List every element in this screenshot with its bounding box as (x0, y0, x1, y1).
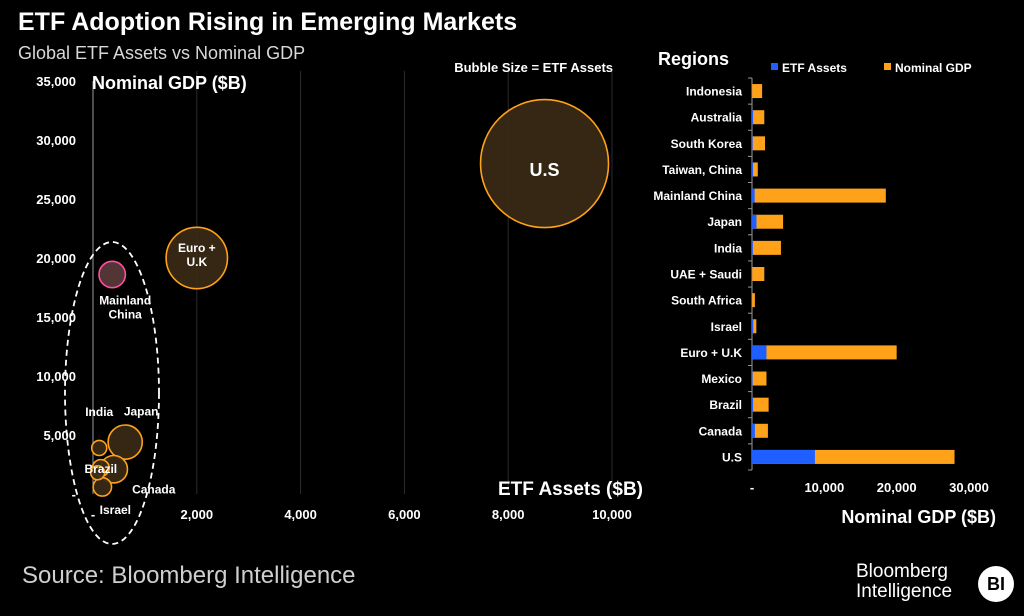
bubble-label: U.K (186, 255, 207, 269)
page-subtitle: Global ETF Assets vs Nominal GDP (18, 43, 306, 63)
bar-x-tick-label: 10,000 (804, 480, 844, 495)
bar-gdp (752, 214, 784, 229)
bar-etf (752, 397, 754, 412)
bubble-label: Euro + (178, 241, 216, 255)
bar-etf (752, 136, 753, 151)
bar-category-label: India (714, 241, 742, 255)
legend-label-etf: ETF Assets (782, 61, 847, 75)
bubble-point (98, 260, 127, 289)
x-tick-label: 10,000 (592, 507, 632, 522)
y-tick-label: 25,000 (36, 192, 76, 207)
y-tick-label: 35,000 (36, 74, 76, 89)
bar-etf (752, 449, 815, 464)
bar-category-label: Taiwan, China (662, 163, 742, 177)
bar-x-tick-label: - (750, 480, 754, 495)
bar-x-tick-label: 20,000 (877, 480, 917, 495)
x-axis-title: ETF Assets ($B) (498, 479, 643, 500)
bubble-point (90, 439, 108, 457)
bar-gdp (752, 188, 886, 203)
bar-category-label: Japan (707, 215, 742, 229)
bubble-label: Israel (100, 503, 131, 517)
x-tick-label: 6,000 (388, 507, 421, 522)
bar-category-label: Israel (711, 320, 742, 334)
bar-etf (752, 319, 754, 334)
bar-chart-title: Regions (658, 49, 729, 69)
y-axis-title: Nominal GDP ($B) (92, 73, 247, 93)
bubble-point (89, 464, 106, 481)
y-tick-label: 20,000 (36, 251, 76, 266)
bar-gdp (752, 345, 897, 360)
bar-gdp (752, 162, 758, 177)
bar-category-label: South Korea (671, 137, 743, 151)
bubble-label: China (109, 308, 143, 322)
bubble-point (479, 98, 610, 229)
bar-category-label: Mainland China (653, 189, 742, 203)
bar-etf (752, 214, 757, 229)
y-tick-label: 10,000 (36, 369, 76, 384)
bar-category-label: UAE + Saudi (670, 268, 742, 282)
bar-gdp (752, 240, 781, 255)
legend-label-gdp: Nominal GDP (895, 61, 972, 75)
bar-etf (752, 423, 755, 438)
x-tick-label: 8,000 (492, 507, 525, 522)
bar-etf (752, 110, 754, 125)
bar-x-tick-label: 30,000 (949, 480, 989, 495)
bar-category-label: Canada (699, 424, 743, 438)
x-tick-label: - (91, 507, 95, 522)
bar-category-label: Mexico (701, 372, 742, 386)
bar-category-label: Euro + U.K (680, 346, 742, 360)
bar-etf (752, 240, 753, 255)
bar-gdp (752, 110, 765, 125)
bar-gdp (752, 136, 766, 151)
bar-etf (752, 345, 767, 360)
legend-swatch-etf (771, 63, 778, 70)
bar-category-label: Australia (691, 111, 743, 125)
page-title: ETF Adoption Rising in Emerging Markets (18, 8, 518, 36)
bar-etf (752, 188, 755, 203)
bar-etf (752, 371, 753, 386)
bar-gdp (752, 371, 767, 386)
bar-category-label: Indonesia (686, 85, 742, 99)
brand-logo: Bloomberg Intelligence (856, 562, 952, 602)
bubble-point (165, 226, 229, 290)
brand-line-2: Intelligence (856, 581, 953, 602)
brand-line-1: Bloomberg (856, 561, 948, 582)
bubble-label: India (85, 405, 113, 419)
y-tick-label: 30,000 (36, 133, 76, 148)
bar-etf (752, 162, 754, 177)
bubble-point (92, 476, 113, 497)
bar-gdp (752, 397, 769, 412)
bubble-label: Japan (124, 404, 159, 418)
bar-x-axis-title: Nominal GDP ($B) (841, 507, 996, 527)
bar-gdp (752, 84, 763, 99)
bar-gdp (752, 423, 768, 438)
bar-gdp (752, 267, 765, 281)
y-tick-label: 5,000 (43, 428, 76, 443)
bubble-label: Brazil (84, 462, 117, 476)
bubble-size-note: Bubble Size = ETF Assets (454, 60, 613, 75)
bar-gdp (752, 319, 757, 334)
bar-category-label: Brazil (709, 398, 742, 412)
y-tick-label: 15,000 (36, 310, 76, 325)
bubble-label: U.S (530, 160, 560, 180)
emerging-markets-ellipse (64, 241, 160, 545)
bubble-point (107, 424, 144, 460)
x-tick-label: 4,000 (284, 507, 317, 522)
y-tick-label: - (72, 487, 76, 502)
bar-gdp (752, 293, 755, 308)
bubble-label: Mainland (99, 294, 151, 308)
bar-category-label: U.S (722, 450, 742, 464)
source-note: Source: Bloomberg Intelligence (22, 562, 356, 589)
bubble-label: Canada (132, 482, 176, 496)
legend-swatch-gdp (884, 63, 891, 70)
bi-badge-icon: BI (978, 566, 1014, 602)
bar-category-label: South Africa (671, 294, 742, 308)
x-tick-label: 2,000 (181, 507, 214, 522)
